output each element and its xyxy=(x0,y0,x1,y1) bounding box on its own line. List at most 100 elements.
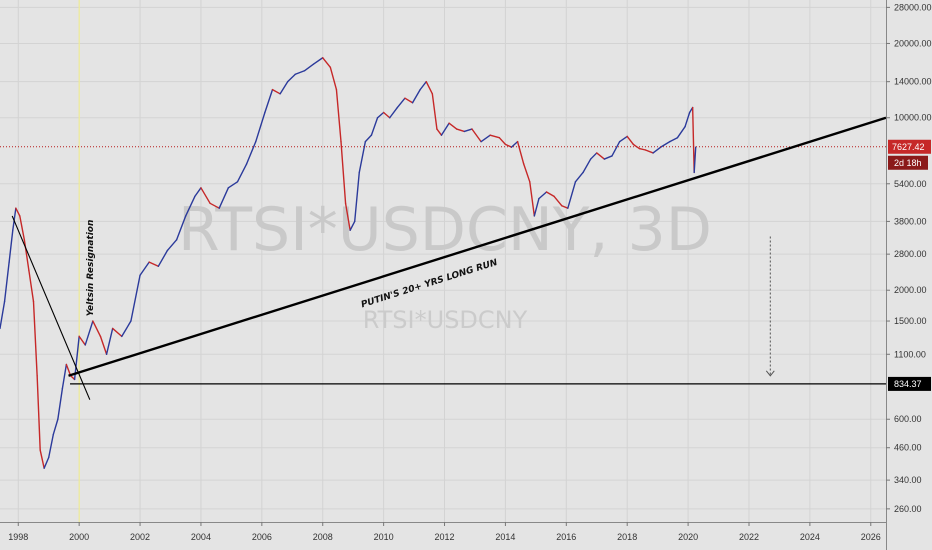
series-segment xyxy=(105,327,114,355)
series-segment xyxy=(32,300,38,377)
time-axis[interactable]: 1998 2000 2002 2004 2006 2008 2010 2012 2014 2016… xyxy=(8,522,881,542)
countdown-badge xyxy=(888,155,928,170)
series-segment xyxy=(618,135,628,143)
price-tick-label[interactable]: 28000.00 xyxy=(894,2,932,12)
price-tick-label[interactable]: 14000.00 xyxy=(894,77,932,87)
time-tick-label[interactable]: 2010 xyxy=(374,532,394,542)
price-tick-label[interactable]: 2000.00 xyxy=(894,285,927,295)
series-segment xyxy=(545,191,555,198)
series-segment xyxy=(659,140,671,148)
time-tick-label[interactable]: 2024 xyxy=(800,532,820,542)
watermark-symbol: RTSI*USDCNY, 3D xyxy=(178,195,712,265)
price-tick-label[interactable]: 340.00 xyxy=(894,475,922,485)
series-segment xyxy=(436,128,443,136)
series-segment xyxy=(669,137,679,143)
series-segment xyxy=(335,88,342,143)
series-segment xyxy=(538,191,548,200)
series-segment xyxy=(652,146,662,154)
series-segment xyxy=(644,149,654,154)
series-segment xyxy=(404,97,414,104)
trendline-long-run-support[interactable] xyxy=(68,116,887,377)
series-segment xyxy=(99,335,108,355)
series-segment xyxy=(516,140,525,165)
price-tick-label[interactable]: 460.00 xyxy=(894,443,922,453)
price-badges: 7627.42 2d 18h 834.37 xyxy=(888,139,931,391)
price-tick-label[interactable]: 3800.00 xyxy=(894,216,927,226)
grid xyxy=(0,0,886,522)
series-segment xyxy=(12,207,17,231)
price-tick-label[interactable]: 5400.00 xyxy=(894,179,927,189)
series-segment xyxy=(411,88,421,104)
series-segment xyxy=(264,88,274,114)
series-segment xyxy=(52,418,59,436)
series-segment xyxy=(271,88,281,95)
projection-arrow[interactable] xyxy=(765,236,775,377)
price-tick-label[interactable]: 600.00 xyxy=(894,414,922,424)
series-segment xyxy=(370,117,379,136)
series-segment xyxy=(3,261,10,303)
watermark: RTSI*USDCNY, 3D RTSI*USDCNY xyxy=(178,195,712,334)
price-tick-label[interactable]: 20000.00 xyxy=(894,38,932,48)
time-tick-label[interactable]: 1998 xyxy=(8,532,28,542)
series-segment xyxy=(139,261,150,276)
series-segment xyxy=(121,320,132,338)
time-tick-label[interactable]: 2004 xyxy=(191,532,211,542)
series-segment xyxy=(553,195,563,207)
series-segment xyxy=(39,449,45,469)
last-price-label: 7627.42 xyxy=(892,142,925,152)
series-segment xyxy=(84,320,94,346)
time-tick-label[interactable]: 2018 xyxy=(617,532,637,542)
time-tick-label[interactable]: 2008 xyxy=(313,532,333,542)
series-segment xyxy=(92,320,102,338)
series-segment xyxy=(166,239,178,252)
series-segment xyxy=(389,106,399,119)
series-segment xyxy=(287,73,297,83)
series-segment xyxy=(227,181,239,189)
time-tick-label[interactable]: 2026 xyxy=(861,532,881,542)
annotation-putin-run[interactable]: PUTIN'S 20+ YRS LONG RUN xyxy=(360,258,499,311)
series-segment xyxy=(78,335,86,346)
series-segment xyxy=(463,128,473,133)
series-segment xyxy=(0,300,6,330)
series-segment xyxy=(611,140,621,157)
projection-arrow-head xyxy=(765,370,775,377)
series-segment xyxy=(322,57,332,69)
series-segment xyxy=(23,239,30,272)
countdown-label: 2d 18h xyxy=(894,158,922,168)
series-segment xyxy=(596,152,606,160)
time-tick-label[interactable]: 2020 xyxy=(678,532,698,542)
price-tick-label[interactable]: 10000.00 xyxy=(894,113,932,123)
series-segment xyxy=(480,134,491,143)
price-tick-label[interactable]: 1500.00 xyxy=(894,316,927,326)
price-tick-label[interactable]: 2800.00 xyxy=(894,249,927,259)
series-segment xyxy=(354,171,360,223)
trendlines[interactable] xyxy=(11,116,887,400)
series-segment xyxy=(111,327,123,338)
series-segment xyxy=(603,155,613,160)
series-segment xyxy=(456,128,466,133)
trendline-1998-downtrend[interactable] xyxy=(11,215,91,400)
series-segment xyxy=(43,456,50,469)
series-segment xyxy=(294,70,306,75)
series-segment xyxy=(329,66,338,91)
price-axis[interactable]: 260.00 340.00 460.00 600.00 1100.00 1500.00 20… xyxy=(886,2,932,514)
series-segment xyxy=(61,363,68,390)
time-tick-label[interactable]: 2022 xyxy=(739,532,759,542)
series-segment xyxy=(312,57,324,65)
series-segment xyxy=(638,147,647,151)
series-segment xyxy=(567,181,577,209)
series-segment xyxy=(303,63,315,72)
price-series xyxy=(0,57,697,469)
time-tick-label[interactable]: 2000 xyxy=(69,532,89,542)
time-tick-label[interactable]: 2014 xyxy=(495,532,515,542)
price-tick-label[interactable]: 1100.00 xyxy=(894,349,926,359)
time-tick-label[interactable]: 2002 xyxy=(130,532,150,542)
time-tick-label[interactable]: 2012 xyxy=(435,532,455,542)
time-tick-label[interactable]: 2006 xyxy=(252,532,272,542)
annotation-yeltsin-resignation[interactable]: Yeltsin Resignation xyxy=(86,220,96,317)
series-segment xyxy=(209,202,220,209)
time-tick-label[interactable]: 2016 xyxy=(556,532,576,542)
price-tick-label[interactable]: 260.00 xyxy=(894,504,922,514)
